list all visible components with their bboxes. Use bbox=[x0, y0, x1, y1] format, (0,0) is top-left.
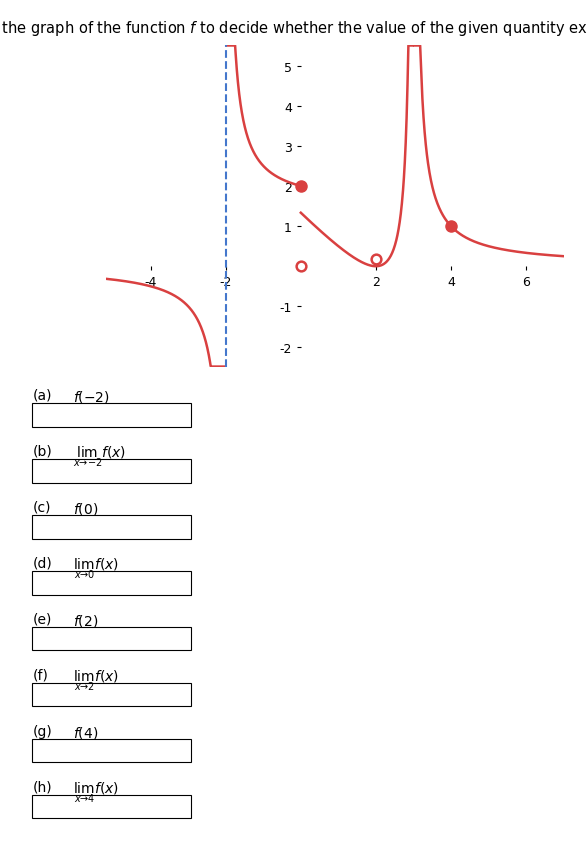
Text: $\lim_{x\to 4} f(x)$: $\lim_{x\to 4} f(x)$ bbox=[73, 780, 119, 804]
Text: $f(-2)$: $f(-2)$ bbox=[73, 388, 110, 404]
Text: (c): (c) bbox=[32, 500, 51, 514]
Text: (g): (g) bbox=[32, 723, 52, 738]
Text: $f(2)$: $f(2)$ bbox=[73, 612, 99, 628]
Text: (d): (d) bbox=[32, 556, 52, 570]
Text: $\lim_{x\to -2} f(x)$: $\lim_{x\to -2} f(x)$ bbox=[73, 444, 127, 468]
Text: Use the graph of the function $f$ to decide whether the value of the given quant: Use the graph of the function $f$ to dec… bbox=[0, 19, 587, 37]
Text: (a): (a) bbox=[32, 388, 52, 403]
Text: (e): (e) bbox=[32, 612, 52, 626]
Text: $\lim_{x\to 2} f(x)$: $\lim_{x\to 2} f(x)$ bbox=[73, 668, 119, 692]
Text: (f): (f) bbox=[32, 668, 48, 682]
Text: (h): (h) bbox=[32, 780, 52, 793]
Text: (b): (b) bbox=[32, 444, 52, 458]
Text: $\lim_{x\to 0} f(x)$: $\lim_{x\to 0} f(x)$ bbox=[73, 556, 119, 581]
Text: $f(4)$: $f(4)$ bbox=[73, 723, 99, 739]
Text: $f(0)$: $f(0)$ bbox=[73, 500, 99, 516]
